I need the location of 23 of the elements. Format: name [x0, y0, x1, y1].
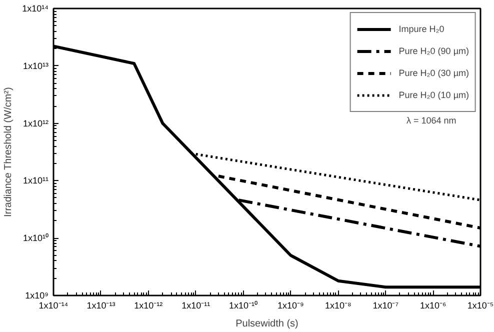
y-tick-label: 1x10¹² — [22, 118, 49, 128]
x-axis-title: Pulsewidth (s) — [236, 318, 298, 330]
x-tick-label: 1x10⁻⁹ — [278, 300, 304, 310]
legend-label: Pure H₂0 (30 µm) — [398, 67, 469, 80]
y-tick-label: 1x10¹¹ — [22, 176, 49, 186]
legend-label: Pure H₂0 (90 µm) — [398, 45, 469, 58]
legend-label: Pure H₂0 (10 µm) — [398, 89, 469, 102]
y-axis-title: Irradiance Threshold (W/cm²) — [3, 87, 14, 218]
x-tick-label: 1x10⁻⁷ — [372, 300, 399, 310]
legend-label: Impure H₂0 — [398, 23, 444, 36]
x-tick-label: 1x10⁻¹⁴ — [38, 300, 68, 310]
x-tick-label: 1x10⁻¹¹ — [182, 300, 210, 310]
y-tick-label: 1x10¹³ — [22, 60, 49, 71]
x-tick-label: 1x10⁻⁶ — [420, 300, 446, 310]
x-tick-label: 1x10⁻¹² — [134, 300, 163, 310]
y-tick-label: 1x10¹⁰ — [22, 233, 48, 244]
x-tick-label: 1x10⁻⁵ — [467, 300, 494, 310]
y-tick-label: 1x10⁹ — [25, 290, 49, 300]
annotation: λ = 1064 nm — [406, 116, 456, 126]
y-tick-label: 1x10¹⁴ — [22, 4, 49, 14]
x-tick-label: 1x10⁻¹³ — [86, 300, 116, 310]
x-tick-label: 1x10⁻¹⁰ — [229, 300, 258, 310]
x-tick-label: 1x10⁻⁸ — [325, 300, 352, 310]
